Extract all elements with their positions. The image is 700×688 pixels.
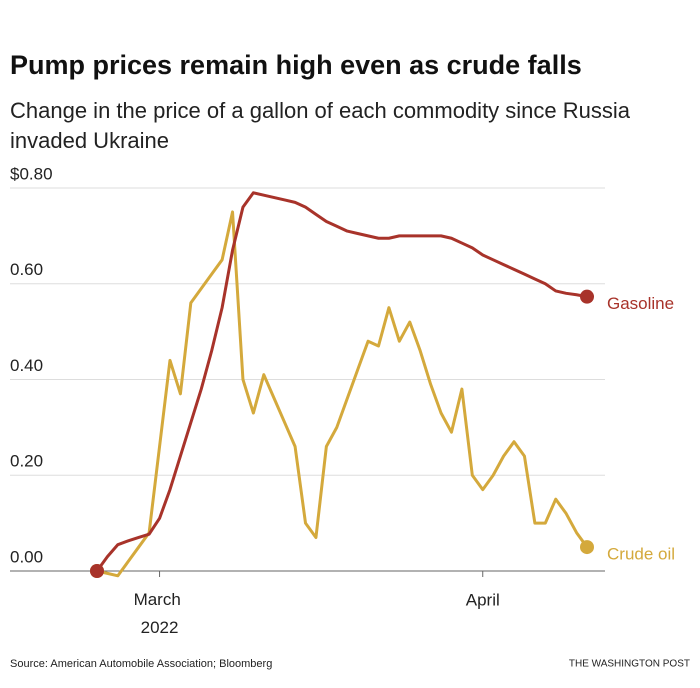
y-tick-label: 0.00 [10,547,43,566]
x-tick-label: April [466,590,500,609]
series-label: Gasoline [607,294,674,313]
chart-title: Pump prices remain high even as crude fa… [10,50,582,80]
start-dot [90,564,104,578]
chart-subtitle: Change in the price of a gallon of each … [10,98,631,153]
y-tick-label: $0.80 [10,164,53,183]
credit: THE WASHINGTON POST [569,659,690,670]
series-line [96,210,589,578]
series-line [95,191,588,572]
y-tick-label: 0.60 [10,260,43,279]
end-dot [580,540,594,555]
y-tick-label: 0.20 [10,452,43,471]
x-tick-label: March 2022 [134,590,186,637]
end-dot [580,289,594,304]
y-tick-label: 0.40 [10,356,43,375]
source: Source: American Automobile Association;… [10,658,272,670]
series-label: Crude oil [607,545,675,564]
